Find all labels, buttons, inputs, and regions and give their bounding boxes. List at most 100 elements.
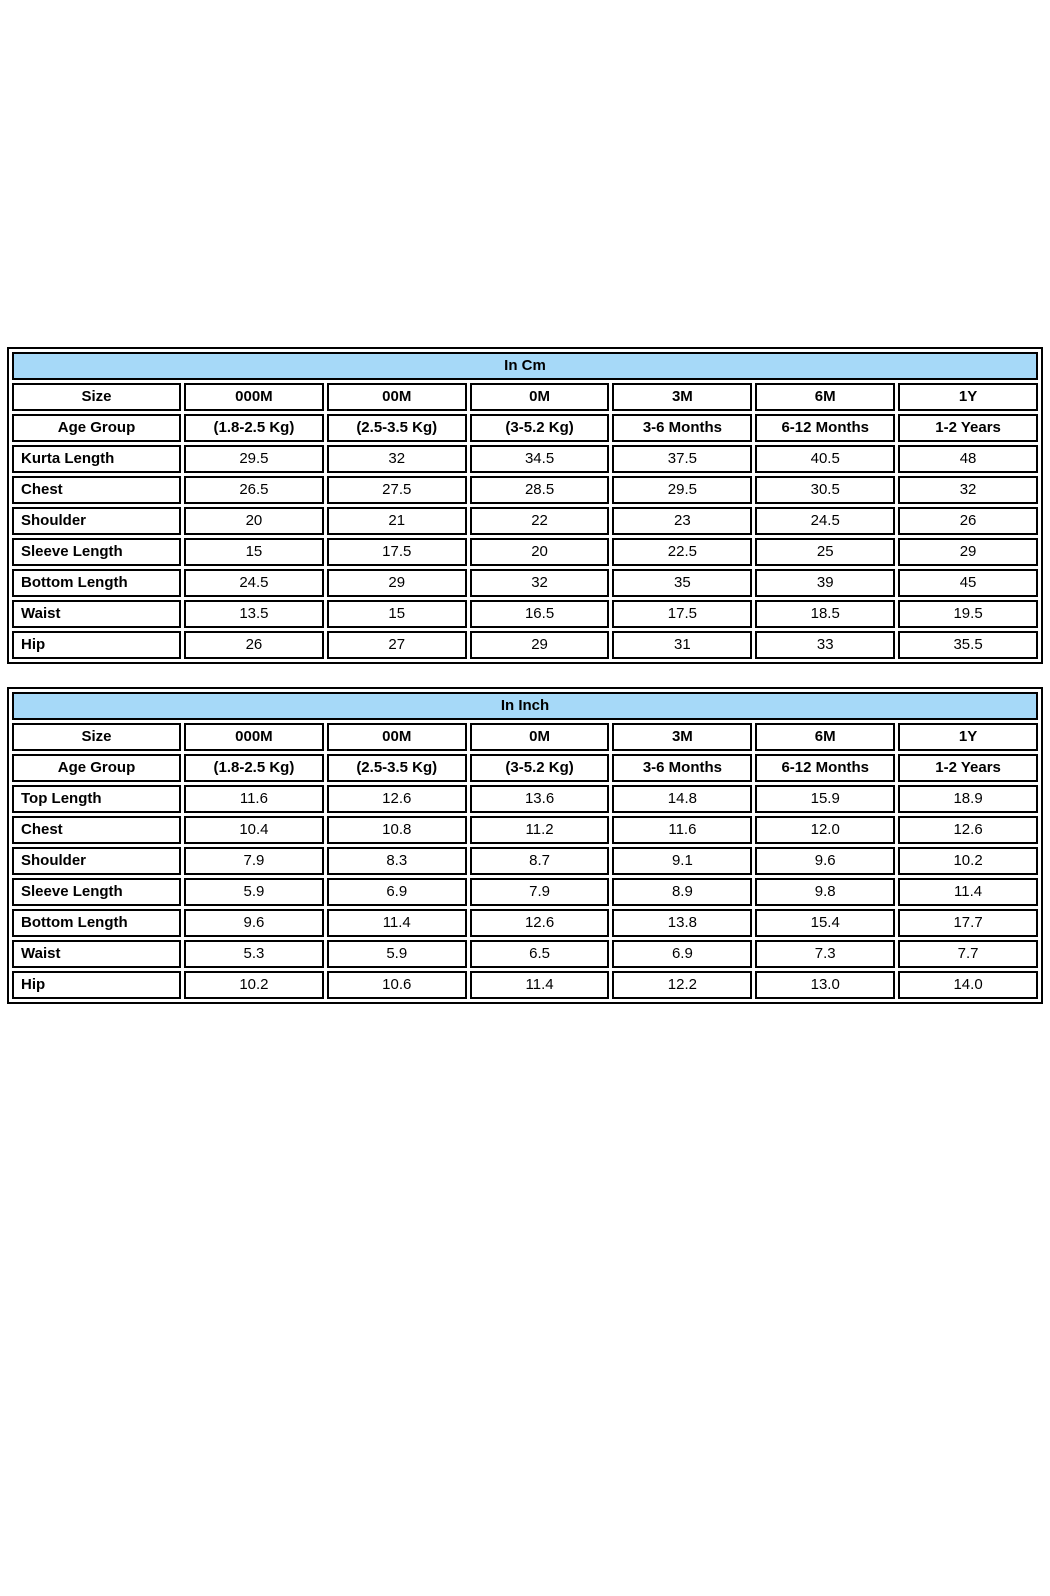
cell-value: 22.5 [612,538,753,566]
cell-value: 26.5 [184,476,324,504]
cell-value: 20 [184,507,324,535]
cell-value: 30.5 [755,476,896,504]
cell-value: 9.6 [755,847,896,875]
row-label: Hip [12,971,181,999]
table-title-row: In Inch [12,692,1038,720]
cell-value: (2.5-3.5 Kg) [326,414,467,442]
row-label: Waist [12,600,181,628]
cell-value: 0M [469,723,610,751]
table-title-inch: In Inch [12,692,1038,720]
cell-value: 29.5 [184,445,324,473]
cell-value: 000M [184,383,324,411]
cell-value: 27 [326,631,467,659]
cell-value: 6-12 Months [755,754,896,782]
cell-value: 11.4 [469,971,610,999]
row-label: Bottom Length [12,909,181,937]
cell-value: 1-2 Years [898,414,1038,442]
cell-value: 6.9 [326,878,467,906]
cell-value: 45 [898,569,1038,597]
measurement-row: Hip 10.2 10.6 11.4 12.2 13.0 14.0 [12,971,1038,999]
cell-value: 39 [755,569,896,597]
cell-value: 35 [612,569,753,597]
row-label: Top Length [12,785,181,813]
cell-value: 10.6 [326,971,467,999]
cell-value: 15 [326,600,467,628]
measurement-row: Top Length 11.6 12.6 13.6 14.8 15.9 18.9 [12,785,1038,813]
cell-value: 17.5 [612,600,753,628]
cell-value: 7.3 [755,940,896,968]
cell-value: 9.6 [184,909,324,937]
cell-value: 28.5 [469,476,610,504]
cell-value: 000M [184,723,324,751]
row-label: Bottom Length [12,569,181,597]
cell-value: 7.9 [469,878,610,906]
row-label: Sleeve Length [12,878,181,906]
cell-value: 33 [755,631,896,659]
cell-value: 21 [326,507,467,535]
measurement-row: Bottom Length 24.5 29 32 35 39 45 [12,569,1038,597]
cell-value: 00M [326,723,467,751]
cell-value: 8.9 [612,878,753,906]
cell-value: 40.5 [755,445,896,473]
cell-value: (3-5.2 Kg) [469,414,610,442]
size-charts-container: In Cm Size 000M 00M 0M 3M 6M 1Y Age Group (1.8-2… [7,347,1043,1004]
cell-value: 8.7 [469,847,610,875]
cell-value: 37.5 [612,445,753,473]
cell-value: 29 [898,538,1038,566]
cell-value: 11.4 [898,878,1038,906]
cell-value: 12.2 [612,971,753,999]
cell-value: 8.3 [326,847,467,875]
size-chart-table-inch: In Inch Size 000M 00M 0M 3M 6M 1Y Age Group (1.8… [7,687,1043,1004]
cell-value: 32 [469,569,610,597]
cell-value: 9.1 [612,847,753,875]
cell-value: 19.5 [898,600,1038,628]
cell-value: 23 [612,507,753,535]
cell-value: 6-12 Months [755,414,896,442]
cell-value: 22 [469,507,610,535]
row-label: Hip [12,631,181,659]
cell-value: 29 [326,569,467,597]
cell-value: (1.8-2.5 Kg) [184,414,324,442]
cell-value: 24.5 [755,507,896,535]
measurement-row: Waist 5.3 5.9 6.5 6.9 7.3 7.7 [12,940,1038,968]
cell-value: (1.8-2.5 Kg) [184,754,324,782]
cell-value: 3-6 Months [612,414,753,442]
cell-value: 12.6 [898,816,1038,844]
cell-value: 6.5 [469,940,610,968]
cell-value: 11.2 [469,816,610,844]
cell-value: 3M [612,723,753,751]
cell-value: 10.2 [898,847,1038,875]
cell-value: 18.5 [755,600,896,628]
cell-value: 13.5 [184,600,324,628]
cell-value: 17.7 [898,909,1038,937]
measurement-row: Sleeve Length 15 17.5 20 22.5 25 29 [12,538,1038,566]
cell-value: 14.8 [612,785,753,813]
cell-value: 32 [326,445,467,473]
cell-value: 5.9 [326,940,467,968]
cell-value: 31 [612,631,753,659]
cell-value: 10.2 [184,971,324,999]
measurement-row: Bottom Length 9.6 11.4 12.6 13.8 15.4 17.7 [12,909,1038,937]
cell-value: 25 [755,538,896,566]
row-label: Kurta Length [12,445,181,473]
row-label: Sleeve Length [12,538,181,566]
cell-value: 6M [755,383,896,411]
cell-value: 7.9 [184,847,324,875]
cell-value: 26 [898,507,1038,535]
cell-value: (3-5.2 Kg) [469,754,610,782]
cell-value: 11.6 [612,816,753,844]
cell-value: 13.8 [612,909,753,937]
cell-value: 6.9 [612,940,753,968]
cell-value: 10.8 [326,816,467,844]
cell-value: 3-6 Months [612,754,753,782]
cell-value: 18.9 [898,785,1038,813]
cell-value: 11.6 [184,785,324,813]
cell-value: 29.5 [612,476,753,504]
measurement-row: Shoulder 20 21 22 23 24.5 26 [12,507,1038,535]
table-title-row: In Cm [12,352,1038,380]
cell-value: 1-2 Years [898,754,1038,782]
cell-value: 17.5 [326,538,467,566]
cell-value: 15.4 [755,909,896,937]
cell-value: 7.7 [898,940,1038,968]
cell-value: 3M [612,383,753,411]
